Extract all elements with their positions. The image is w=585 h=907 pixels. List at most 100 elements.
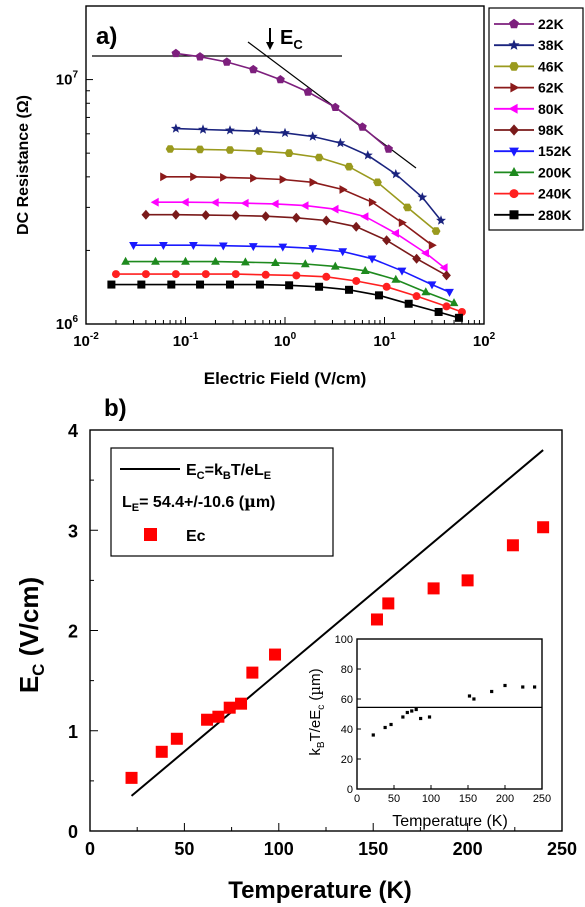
ec-data-point — [155, 745, 168, 758]
data-point — [225, 280, 234, 289]
data-point — [171, 270, 180, 279]
data-point — [314, 153, 324, 162]
x-tick-base: 10 — [473, 333, 490, 350]
ec-data-point — [537, 521, 550, 534]
panel-b-y-axis-label: EC (V/cm) — [14, 577, 48, 693]
data-point — [412, 253, 421, 264]
data-point — [384, 144, 393, 153]
data-point — [445, 288, 454, 297]
legend-fit-p1: E — [186, 462, 197, 479]
legend-item-200K: 200K — [494, 164, 571, 180]
ec-data-point — [269, 648, 282, 661]
data-point — [276, 75, 285, 84]
x-tick-label: 150 — [358, 839, 388, 859]
data-point — [107, 280, 116, 289]
data-point — [285, 281, 294, 290]
data-point — [254, 147, 264, 155]
series-80K — [150, 197, 448, 273]
inset-data-point — [383, 725, 387, 730]
x-tick-label: 200 — [453, 839, 483, 859]
data-point — [351, 221, 361, 232]
series-line — [125, 260, 455, 304]
legend-le-p3: m) — [256, 494, 276, 511]
data-point — [181, 256, 190, 265]
series-62K — [160, 172, 437, 250]
series-22K — [171, 48, 393, 153]
data-point — [398, 218, 407, 227]
legend-label: 80K — [538, 101, 564, 117]
ec-data-point — [382, 597, 395, 610]
x-tick-exp: -1 — [189, 331, 198, 342]
legend-label: 62K — [538, 80, 564, 96]
inset-data-point — [472, 697, 476, 701]
legend-marker — [509, 147, 519, 157]
data-point — [151, 256, 160, 265]
data-point — [374, 291, 383, 300]
legend-label: 38K — [538, 37, 564, 53]
data-point — [307, 131, 318, 141]
data-point — [345, 285, 354, 294]
data-point — [322, 272, 331, 281]
legend-item-38K: 38K — [494, 37, 564, 53]
data-point — [261, 211, 271, 222]
data-point — [195, 52, 205, 61]
data-point — [201, 270, 210, 279]
x-tick-base: 10 — [173, 333, 190, 350]
legend-item-98K: 98K — [494, 122, 564, 138]
series-38K — [170, 123, 446, 225]
data-point — [225, 146, 235, 154]
legend-le-p2: = 54.4+/-10.6 ( — [139, 494, 245, 511]
inset-y-tick-label: 0 — [347, 784, 353, 796]
data-point — [436, 215, 446, 225]
data-point — [300, 201, 309, 210]
y-label-main: E — [14, 676, 44, 693]
ec-data-point — [170, 732, 183, 745]
data-point — [309, 177, 318, 187]
ec-data-point — [427, 582, 440, 595]
y-tick-base: 10 — [56, 72, 73, 89]
data-point — [211, 256, 220, 265]
y-tick-label: 4 — [68, 421, 78, 441]
legend-marker — [509, 124, 519, 136]
inset-axes-frame — [356, 638, 543, 790]
data-point — [421, 287, 431, 296]
ec-data-point — [223, 701, 236, 714]
panel-a-legend: 22K 38K 46K 62K 80K 98K 152K 200K 240K 280K — [494, 16, 571, 223]
data-point — [195, 145, 205, 154]
ec-data-point — [212, 710, 225, 723]
data-point — [362, 150, 373, 160]
data-point — [358, 122, 367, 131]
ec-annotation-main: E — [280, 27, 293, 49]
data-point — [240, 198, 249, 208]
x-tick-exp: 2 — [490, 331, 496, 342]
inset-data-point — [503, 683, 507, 688]
panel-b-y-ticks: 0 1 2 3 4 — [68, 421, 98, 842]
inset-yl-p1: k — [307, 748, 324, 756]
data-point — [255, 280, 264, 289]
inset-data-point — [389, 722, 393, 727]
legend-label: 152K — [538, 143, 571, 159]
panel-b-x-axis-label: Temperature (K) — [228, 877, 412, 904]
legend-item-240K: 240K — [494, 186, 571, 202]
inset-x-tick-label: 200 — [496, 793, 514, 805]
y-tick-label: 107 — [56, 70, 79, 89]
data-point — [338, 248, 348, 257]
data-point — [335, 137, 346, 148]
data-point — [442, 302, 451, 311]
inset-x-axis-label: Temperature (K) — [392, 813, 508, 830]
legend-ec-label: Ec — [186, 528, 206, 545]
panel-a-x-ticks: 10-2 10-1 100 101 102 — [73, 317, 496, 350]
y-label-sub: C — [29, 664, 48, 676]
data-point — [160, 172, 169, 182]
x-tick-label: 101 — [373, 331, 396, 350]
x-tick-label: 100 — [274, 331, 297, 350]
series-line — [133, 244, 450, 293]
y-label-rest: (V/cm) — [14, 577, 44, 664]
x-tick-label: 50 — [174, 839, 194, 859]
data-point — [218, 242, 228, 251]
data-point — [271, 258, 280, 266]
inset-data-point — [467, 694, 472, 698]
